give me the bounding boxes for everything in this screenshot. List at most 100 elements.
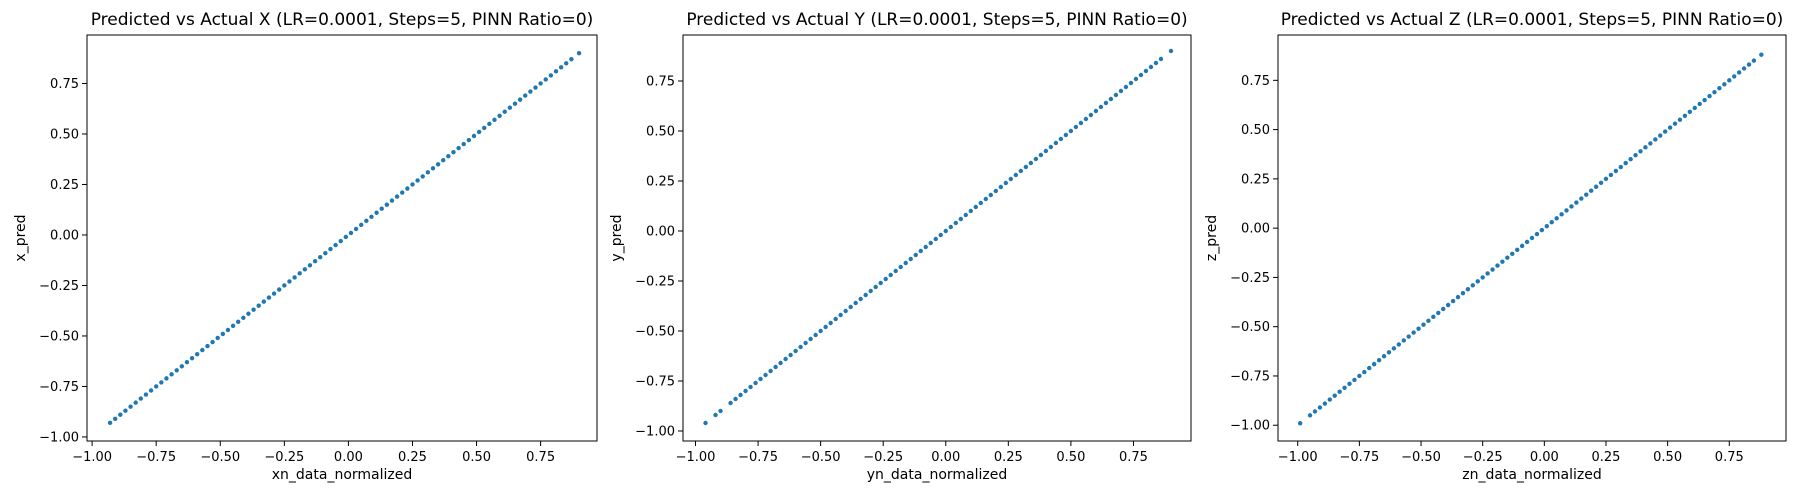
data-point xyxy=(803,340,808,346)
data-point xyxy=(1297,421,1303,426)
data-point xyxy=(1068,128,1074,134)
data-point xyxy=(415,178,420,183)
data-point xyxy=(338,238,343,244)
data-point xyxy=(333,242,338,248)
data-point xyxy=(1480,275,1485,280)
data-point xyxy=(778,360,783,366)
data-point xyxy=(1682,113,1688,119)
data-point xyxy=(553,69,559,74)
data-point xyxy=(1569,204,1574,209)
data-point xyxy=(793,348,798,354)
data-point xyxy=(292,275,297,280)
data-point xyxy=(1746,62,1752,67)
data-point xyxy=(1510,251,1515,256)
data-point xyxy=(133,400,138,405)
data-point xyxy=(369,214,374,219)
data-point xyxy=(1347,381,1352,387)
data-point xyxy=(348,230,354,236)
data-point xyxy=(1579,196,1584,201)
data-point xyxy=(1697,101,1702,107)
x-tick-label: 0.25 xyxy=(994,450,1023,465)
data-point xyxy=(123,408,128,413)
data-point xyxy=(978,200,983,206)
data-point xyxy=(379,206,384,211)
y-tick-label: −0.75 xyxy=(39,380,79,395)
data-point xyxy=(1352,377,1357,383)
data-point xyxy=(251,307,256,312)
data-point xyxy=(195,351,200,357)
data-point xyxy=(1381,354,1387,359)
data-point xyxy=(241,315,246,320)
data-point xyxy=(507,105,513,110)
data-point xyxy=(1367,365,1372,371)
data-point xyxy=(302,267,308,272)
data-point xyxy=(1445,302,1451,308)
data-point xyxy=(1441,306,1446,312)
x-axis-label: zn_data_normalized xyxy=(1462,467,1602,483)
data-point xyxy=(523,93,528,98)
x-tick-label: −1.00 xyxy=(72,450,112,465)
data-point xyxy=(1574,200,1579,205)
data-point xyxy=(466,137,472,143)
data-point xyxy=(823,324,828,330)
data-point xyxy=(753,380,758,386)
x-tick-label: 0.50 xyxy=(462,450,491,465)
y-tick-label: −1.00 xyxy=(39,430,79,445)
data-point xyxy=(548,73,554,78)
data-point xyxy=(1702,97,1707,103)
data-point xyxy=(1653,137,1658,142)
y-tick-label: −0.50 xyxy=(1230,320,1270,335)
data-point xyxy=(1722,82,1727,87)
data-point xyxy=(1401,338,1406,343)
data-point xyxy=(1426,318,1431,323)
data-point xyxy=(138,396,144,401)
x-tick-label: 0.75 xyxy=(1715,450,1744,465)
scatter-panel-1: −1.00 −0.75 −0.50 −0.25 0.00 0.25 0.50 0.75 −1.0… xyxy=(13,10,598,483)
data-point xyxy=(828,320,833,326)
data-point xyxy=(256,303,261,308)
data-point xyxy=(543,77,548,82)
data-point xyxy=(1490,267,1495,272)
data-point xyxy=(988,192,994,198)
x-tick-label: −0.75 xyxy=(738,450,778,465)
data-point xyxy=(1603,176,1609,182)
y-tick-label: 0.00 xyxy=(1241,222,1270,237)
data-point xyxy=(297,271,302,276)
data-point xyxy=(118,412,123,417)
data-point xyxy=(1376,357,1382,363)
y-tick-label: 0.00 xyxy=(646,225,675,240)
data-point xyxy=(1123,84,1129,90)
data-point xyxy=(1549,220,1554,225)
data-point xyxy=(928,240,933,246)
data-point xyxy=(1584,192,1589,197)
data-point xyxy=(713,412,718,418)
data-point xyxy=(788,352,793,358)
data-point xyxy=(858,296,863,302)
data-point xyxy=(517,97,523,102)
data-point xyxy=(1667,125,1673,130)
x-tick-label: 0.00 xyxy=(931,450,960,465)
data-point xyxy=(169,372,174,377)
data-point xyxy=(1608,172,1614,178)
data-point xyxy=(148,388,154,393)
data-point xyxy=(1307,413,1313,418)
data-point xyxy=(1332,393,1337,398)
chart-title: Predicted vs Actual Z (LR=0.0001, Steps=… xyxy=(1281,10,1784,30)
data-point xyxy=(1677,117,1683,122)
data-point xyxy=(441,158,446,163)
data-point xyxy=(738,392,743,398)
data-point xyxy=(400,190,405,195)
x-tick-label: 0.25 xyxy=(1592,450,1621,465)
data-point xyxy=(1098,104,1104,110)
data-point xyxy=(215,335,220,341)
data-point xyxy=(1083,116,1089,122)
data-point xyxy=(1337,389,1342,394)
data-point xyxy=(798,344,803,350)
data-point xyxy=(1672,121,1678,126)
data-point xyxy=(833,316,838,322)
data-point xyxy=(112,416,118,421)
data-point xyxy=(266,295,272,300)
data-point xyxy=(1133,76,1139,82)
data-point xyxy=(813,332,818,338)
data-point xyxy=(307,263,313,268)
